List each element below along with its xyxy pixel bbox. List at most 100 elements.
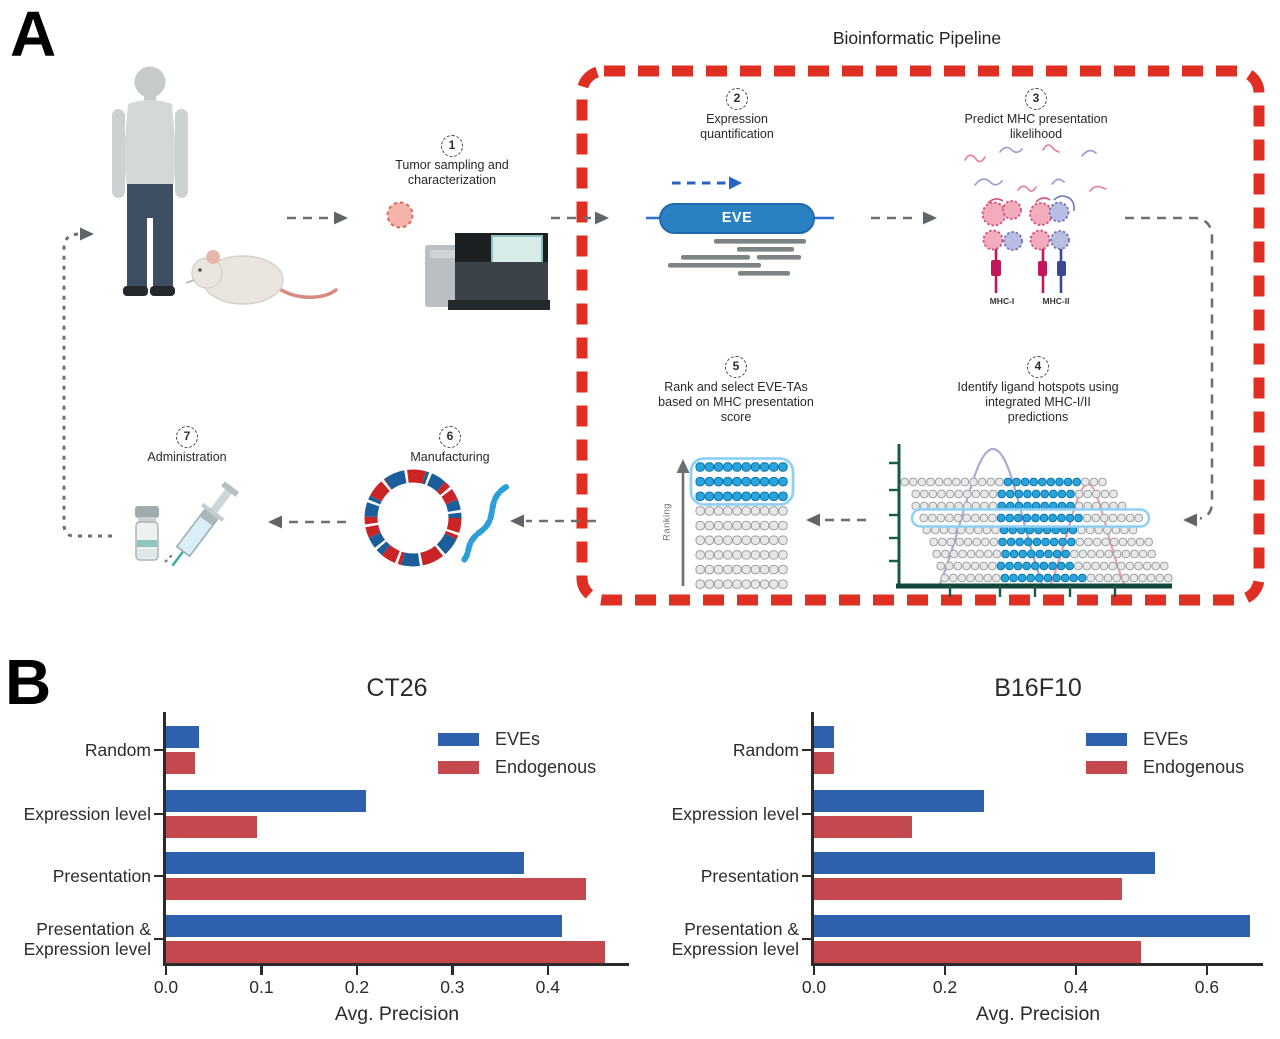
bar-eves bbox=[814, 852, 1155, 874]
peptide-bead-blue bbox=[750, 462, 761, 472]
peptide-bead-blue bbox=[1058, 537, 1067, 547]
peptide-bead-gray bbox=[1104, 549, 1113, 559]
x-axis-title: Avg. Precision bbox=[334, 1003, 460, 1025]
x-tick-label: 0.4 bbox=[1063, 977, 1089, 997]
legend-swatch-eves bbox=[438, 733, 479, 746]
panel-b-label: B bbox=[5, 646, 52, 718]
peptide-bead-gray bbox=[695, 579, 705, 589]
peptide-bead-blue bbox=[769, 476, 779, 487]
peptide-bead-blue bbox=[1009, 573, 1018, 583]
peptide-bead-gray bbox=[741, 535, 751, 545]
category-label: Presentation bbox=[52, 866, 151, 886]
step-7-label: Administration bbox=[147, 450, 227, 464]
peptide-bead-gray bbox=[943, 477, 952, 487]
x-tick-mark bbox=[355, 966, 359, 975]
peptide-bead-blue bbox=[1031, 513, 1040, 523]
peptide-bead-gray bbox=[983, 573, 992, 583]
peptide-bead-gray bbox=[1117, 513, 1126, 523]
bar-eves bbox=[814, 726, 834, 748]
x-tick-mark bbox=[451, 966, 454, 975]
peptide-bead-gray bbox=[992, 549, 1002, 559]
step-6-number: 6 bbox=[439, 426, 461, 448]
peptide-bead-blue bbox=[1057, 513, 1066, 523]
peptide-bead-gray bbox=[988, 561, 997, 571]
peptide-bead-gray bbox=[704, 520, 715, 531]
peptide-bead-gray bbox=[955, 537, 964, 547]
peptide-bead-gray bbox=[732, 564, 742, 575]
pipeline-boundary-box bbox=[576, 65, 1265, 606]
bar-endogenous bbox=[814, 752, 834, 774]
peptide-bead-gray bbox=[769, 520, 779, 531]
peptide-bead-blue bbox=[1065, 561, 1074, 571]
peptide-bead-gray bbox=[962, 513, 971, 523]
peptide-bead-blue bbox=[1055, 477, 1064, 487]
peptide-bead-gray bbox=[695, 520, 705, 531]
peptide-bead-blue bbox=[732, 476, 742, 487]
peptide-bead-gray bbox=[695, 535, 705, 545]
peptide-bead-gray bbox=[713, 550, 724, 560]
peptide-bead-blue bbox=[1048, 513, 1057, 523]
peptide-bead-gray bbox=[704, 564, 715, 575]
selected-eve-tas-outline bbox=[689, 457, 795, 506]
peptide-bead-blue bbox=[1013, 561, 1023, 571]
peptide-bead-blue bbox=[1052, 573, 1061, 583]
peptide-bead-gray bbox=[1099, 561, 1109, 571]
peptide-bead-gray bbox=[936, 513, 946, 523]
x-tick-mark bbox=[260, 966, 263, 975]
legend-label-endogenous: Endogenous bbox=[495, 757, 597, 777]
peptide-bead-gray bbox=[1160, 561, 1169, 571]
peptide-bead-gray bbox=[971, 513, 980, 523]
legend-swatch-endogenous bbox=[438, 761, 479, 774]
peptide-bead-gray bbox=[977, 477, 987, 487]
peptide-bead-gray bbox=[979, 561, 988, 571]
peptide-bead-blue bbox=[1041, 537, 1050, 547]
peptide-bead-gray bbox=[945, 561, 954, 571]
peptide-bead-blue bbox=[1035, 573, 1044, 583]
peptide-bead-gray bbox=[1146, 573, 1156, 583]
peptide-bead-gray bbox=[695, 564, 705, 575]
peptide-bead-gray bbox=[1091, 513, 1100, 523]
peptide-bead-blue bbox=[1006, 489, 1015, 499]
peptide-bead-gray bbox=[979, 513, 989, 523]
peptide-bead-blue bbox=[1014, 489, 1024, 499]
chart-b16f10: B16F10 0.0 0.2 0.4 0.6 Random Expression leve… bbox=[655, 648, 1280, 1039]
legend-label-eves: EVEs bbox=[1143, 729, 1189, 749]
bar-eves bbox=[166, 726, 200, 748]
peptide-bead-blue bbox=[1022, 513, 1032, 523]
peptide-bead-gray bbox=[1092, 489, 1101, 499]
peptide-bead-gray bbox=[988, 489, 998, 499]
peptide-bead-blue bbox=[1005, 513, 1014, 523]
peptide-bead-blue bbox=[759, 462, 770, 472]
peptide-bead-gray bbox=[732, 506, 742, 516]
peptide-bead-gray bbox=[704, 506, 715, 516]
mhc-molecules-icon bbox=[981, 195, 1075, 293]
peptide-bead-blue bbox=[1060, 573, 1070, 583]
peptide-bead-gray bbox=[946, 537, 956, 547]
peptide-bead-gray bbox=[1135, 537, 1145, 547]
step-1-label: Tumor sampling and characterization bbox=[395, 158, 509, 187]
peptide-bead-gray bbox=[928, 489, 938, 499]
syringe-icon bbox=[171, 481, 240, 567]
peptide-bead-blue bbox=[1074, 513, 1083, 523]
peptide-bead-gray bbox=[969, 477, 978, 487]
peptide-bead-blue bbox=[1049, 537, 1059, 547]
peptide-bead-gray bbox=[975, 549, 984, 559]
peptide-bead-blue bbox=[1003, 477, 1013, 487]
peptide-bead-blue bbox=[741, 491, 751, 502]
category-label: Expression level bbox=[23, 804, 151, 824]
y-tick-mark bbox=[802, 812, 811, 816]
peptide-bead-gray bbox=[759, 535, 770, 545]
peptide-bead-gray bbox=[778, 506, 788, 516]
peptide-bead-gray bbox=[963, 489, 972, 499]
peptide-bead-blue bbox=[996, 561, 1006, 571]
peptide-bead-blue bbox=[1067, 537, 1076, 547]
peptide-bead-gray bbox=[732, 579, 742, 589]
peptide-bead-gray bbox=[936, 561, 945, 571]
peptide-bead-gray bbox=[732, 550, 742, 560]
peptide-bead-blue bbox=[1048, 561, 1057, 571]
eve-gene-label: EVE bbox=[721, 210, 753, 226]
peptide-bead-blue bbox=[1057, 489, 1067, 499]
step-2-number: 2 bbox=[726, 88, 748, 110]
step-1-number: 1 bbox=[441, 135, 463, 157]
x-tick-label: 0.0 bbox=[153, 977, 179, 997]
